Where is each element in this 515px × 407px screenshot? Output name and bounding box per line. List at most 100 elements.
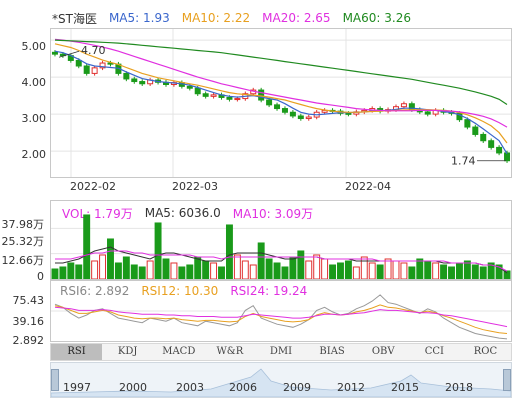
volume-ma10-line	[55, 250, 508, 272]
rsi-y-tick: 39.16	[12, 315, 45, 328]
nav-year: 2000	[119, 381, 147, 394]
volume-bar	[400, 262, 408, 279]
volume-bar	[75, 264, 83, 279]
rsi-legend: RSI6: 2.892 RSI12: 10.30 RSI24: 19.24	[60, 282, 319, 300]
ma5-legend: MA5: 1.93	[108, 11, 170, 25]
tab-dmi[interactable]: DMI	[269, 346, 293, 357]
rsi6-line	[54, 294, 508, 340]
rsi12-line	[54, 304, 508, 334]
nav-year: 2012	[337, 381, 365, 394]
candle	[504, 152, 511, 162]
price-chart[interactable]: 4.70 1.74	[51, 29, 511, 177]
rsi6-legend: RSI6: 2.892	[60, 284, 130, 298]
candle	[123, 72, 130, 80]
volume-bar	[360, 256, 368, 279]
volume-bar	[305, 260, 313, 279]
ma10-legend: MA10: 2.22	[181, 11, 251, 25]
volume-bar	[225, 224, 233, 279]
volume-bar	[384, 258, 392, 279]
candle	[75, 59, 82, 67]
vol-y-tick: 25.32万	[1, 235, 45, 248]
nav-year: 2003	[176, 381, 204, 394]
rsi24-legend: RSI24: 19.24	[230, 284, 308, 298]
volume-bar	[440, 264, 448, 279]
ma20-line	[54, 38, 508, 128]
volume-bar	[273, 262, 281, 279]
price-panel[interactable]: 4.70 1.74	[50, 28, 512, 178]
candle	[258, 89, 265, 101]
candle	[274, 104, 281, 110]
candle	[194, 87, 201, 95]
volume-bar	[170, 262, 178, 279]
tab-cci[interactable]: CCI	[424, 346, 444, 357]
volume-bar	[376, 264, 384, 279]
navigator-handle-left[interactable]	[51, 369, 59, 391]
x-tick: 2022-04	[345, 180, 391, 193]
volume-bar	[59, 266, 67, 279]
time-navigator[interactable]: 1997 2000 2003 2006 2009 2012 2015 2018	[50, 362, 512, 398]
volume-bar	[130, 264, 138, 279]
tab-macd[interactable]: MACD	[162, 346, 196, 357]
rsi-chart[interactable]	[51, 281, 511, 341]
candle	[345, 112, 352, 115]
navigator-handle-right[interactable]	[503, 369, 511, 391]
volume-bar	[503, 270, 511, 279]
volume-bar	[352, 266, 360, 279]
tab-obv[interactable]: OBV	[371, 346, 395, 357]
candle	[83, 65, 90, 74]
volume-bar	[265, 258, 273, 279]
volume-bar	[178, 266, 186, 279]
tab-wr[interactable]: W&R	[216, 346, 244, 357]
volume-chart[interactable]	[51, 201, 511, 279]
price-y-tick: 4.00	[21, 76, 47, 89]
candle	[266, 99, 273, 106]
price-y-tick: 3.00	[21, 112, 47, 125]
vol-y-tick: 12.66万	[1, 254, 45, 267]
candle	[226, 96, 233, 100]
candle	[202, 93, 209, 97]
volume-bar	[233, 254, 241, 279]
volume-bar	[281, 266, 289, 279]
candle	[210, 94, 217, 97]
nav-year: 2015	[391, 381, 419, 394]
x-tick: 2022-03	[172, 180, 218, 193]
volume-bar	[289, 256, 297, 279]
tab-kdj[interactable]: KDJ	[117, 346, 138, 357]
volume-bar	[83, 214, 91, 279]
vol-y-tick: 37.98万	[1, 218, 45, 231]
price-y-tick: 5.00	[21, 40, 47, 53]
volume-bar	[424, 260, 432, 279]
candle	[99, 62, 106, 69]
volume-bar	[210, 262, 218, 279]
volume-bar	[241, 260, 249, 279]
volume-bar	[432, 262, 440, 279]
volume-bar	[392, 260, 400, 279]
volume-bar	[162, 258, 170, 279]
volume-bar	[186, 264, 194, 279]
tab-bias[interactable]: BIAS	[319, 346, 345, 357]
volume-bar	[67, 262, 75, 279]
volume-bar	[408, 266, 416, 279]
vol-y-tick: 0	[37, 270, 44, 283]
nav-year: 2018	[445, 381, 473, 394]
tab-roc[interactable]: ROC	[473, 346, 498, 357]
candle	[234, 98, 241, 101]
volume-bar	[99, 254, 107, 279]
volume-legend: VOL: 1.79万 MA5: 6036.0 MA10: 3.09万	[62, 204, 325, 222]
vol-legend: VOL: 1.79万	[62, 206, 133, 221]
volume-bar	[218, 266, 225, 279]
volume-bar	[368, 262, 376, 279]
ma60-legend: MA60: 3.26	[342, 11, 411, 25]
volume-bar	[329, 264, 337, 279]
x-tick: 2022-02	[70, 180, 116, 193]
rsi-panel[interactable]	[50, 280, 512, 342]
tab-rsi[interactable]: RSI	[51, 344, 103, 360]
volume-bar	[114, 262, 122, 279]
candle	[91, 67, 98, 74]
price-y-tick: 2.00	[21, 148, 47, 161]
ma20-legend: MA20: 2.65	[262, 11, 331, 25]
volume-panel[interactable]	[50, 200, 512, 280]
volume-bar	[344, 260, 352, 279]
volume-bar	[146, 260, 154, 279]
price-legend: *ST海医 MA5: 1.93 MA10: 2.22 MA20: 2.65 MA…	[52, 9, 423, 27]
